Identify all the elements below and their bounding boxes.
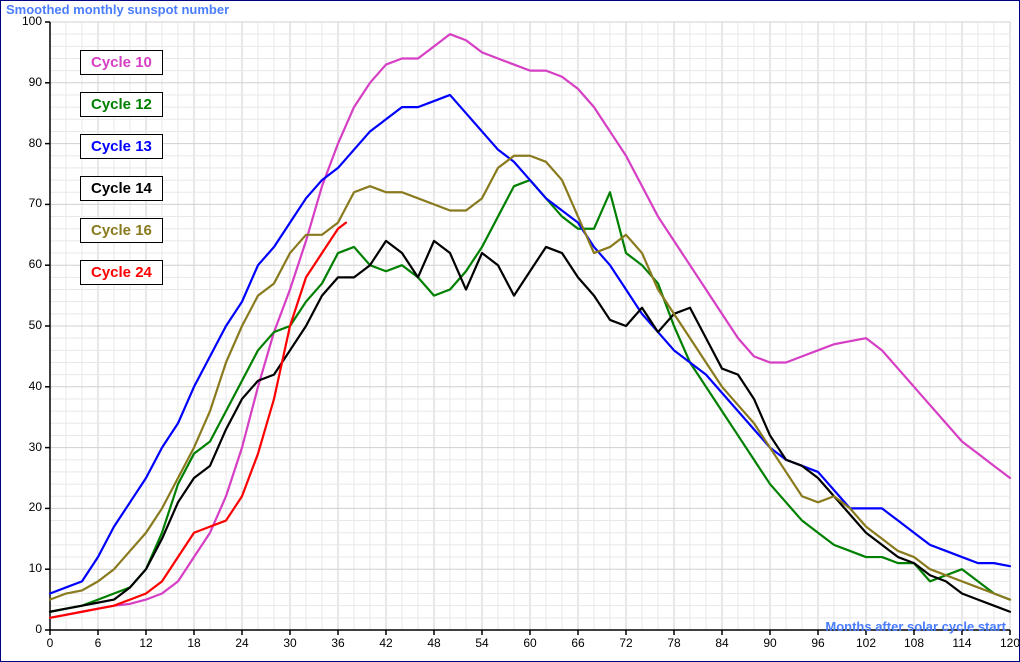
- legend-item-cycle16: Cycle 16: [80, 218, 163, 243]
- sunspot-cycle-chart: Smoothed monthly sunspot number Months a…: [0, 0, 1020, 662]
- y-tick-label: 90: [12, 75, 42, 89]
- y-tick-label: 40: [12, 379, 42, 393]
- legend-item-cycle24: Cycle 24: [80, 260, 163, 285]
- legend-item-cycle14: Cycle 14: [80, 176, 163, 201]
- x-tick-label: 66: [566, 636, 590, 650]
- y-tick-label: 50: [12, 318, 42, 332]
- x-tick-label: 36: [326, 636, 350, 650]
- x-tick-label: 54: [470, 636, 494, 650]
- legend-item-cycle13: Cycle 13: [80, 134, 163, 159]
- y-tick-label: 70: [12, 196, 42, 210]
- y-tick-label: 30: [12, 440, 42, 454]
- x-tick-label: 96: [806, 636, 830, 650]
- x-tick-label: 72: [614, 636, 638, 650]
- x-tick-label: 42: [374, 636, 398, 650]
- x-tick-label: 90: [758, 636, 782, 650]
- y-tick-label: 100: [12, 14, 42, 28]
- x-tick-label: 24: [230, 636, 254, 650]
- x-tick-label: 0: [38, 636, 62, 650]
- x-tick-label: 114: [950, 636, 974, 650]
- x-tick-label: 60: [518, 636, 542, 650]
- x-tick-label: 108: [902, 636, 926, 650]
- x-tick-label: 48: [422, 636, 446, 650]
- x-tick-label: 6: [86, 636, 110, 650]
- x-tick-label: 12: [134, 636, 158, 650]
- y-tick-label: 60: [12, 257, 42, 271]
- x-axis-title: Months after solar cycle start: [825, 619, 1006, 634]
- grid: [50, 22, 1010, 630]
- legend-item-cycle12: Cycle 12: [80, 92, 163, 117]
- y-tick-label: 10: [12, 561, 42, 575]
- x-tick-label: 84: [710, 636, 734, 650]
- legend-item-cycle10: Cycle 10: [80, 50, 163, 75]
- y-tick-label: 20: [12, 500, 42, 514]
- x-tick-label: 78: [662, 636, 686, 650]
- y-tick-label: 0: [12, 622, 42, 636]
- x-tick-label: 30: [278, 636, 302, 650]
- x-tick-label: 102: [854, 636, 878, 650]
- x-tick-label: 18: [182, 636, 206, 650]
- x-tick-label: 120: [998, 636, 1020, 650]
- y-tick-label: 80: [12, 136, 42, 150]
